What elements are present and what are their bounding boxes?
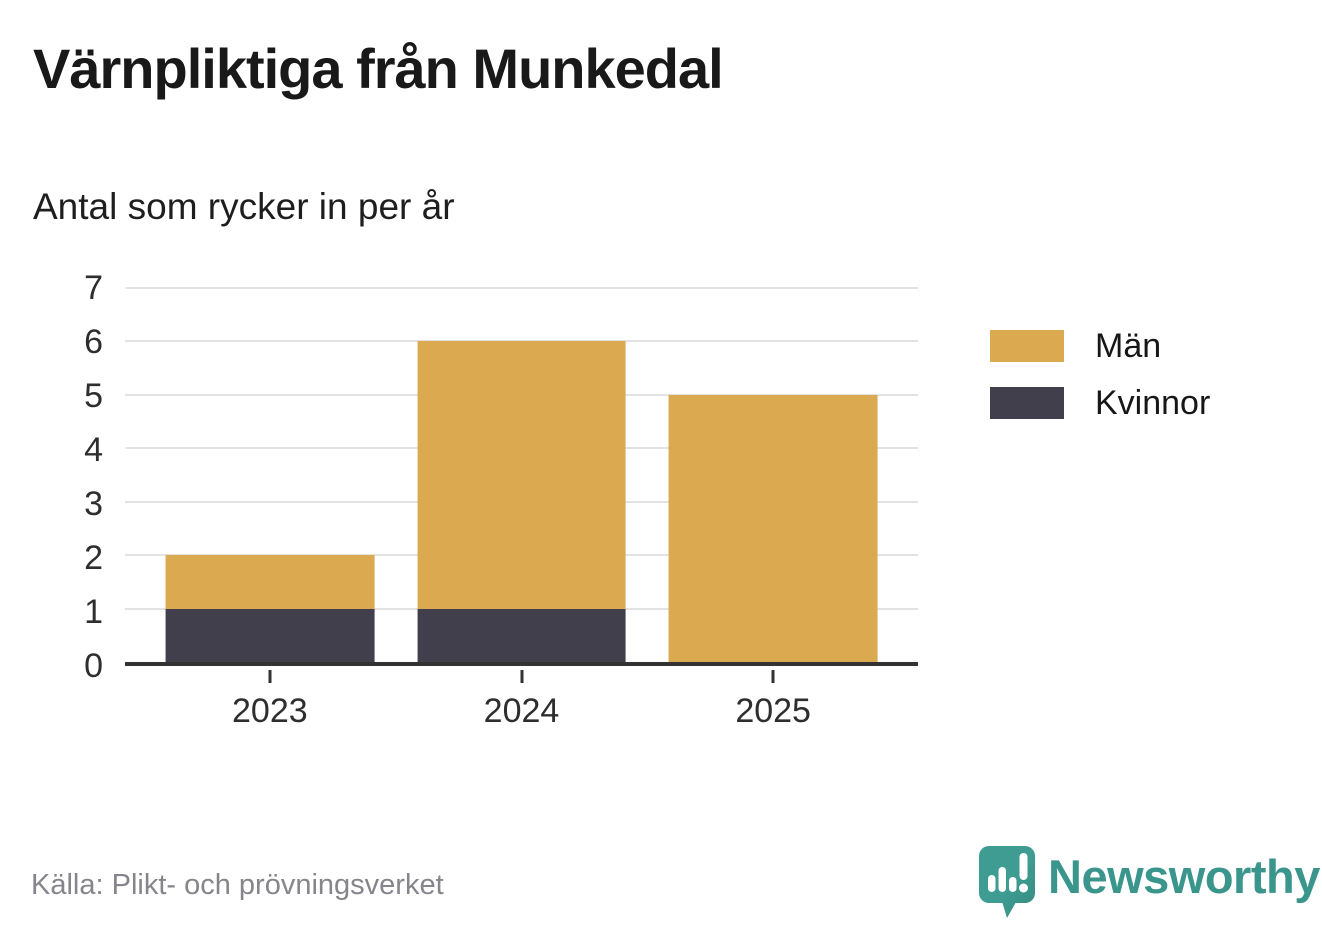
y-tick-label-1: 1	[84, 593, 103, 631]
legend-swatch-män	[990, 330, 1064, 362]
x-axis-labels: 2023 2024 2025	[125, 670, 918, 740]
y-tick-label-3: 3	[84, 485, 103, 523]
bar-segment-kvinnor-2024	[417, 608, 626, 662]
y-tick-label-5: 5	[84, 377, 103, 415]
newsworthy-logo-icon	[979, 846, 1035, 918]
x-tick-mark-2024	[520, 670, 523, 683]
page-title: Värnpliktiga från Munkedal	[33, 37, 724, 100]
bar-segment-män-2025	[668, 394, 878, 662]
brand-lockup: Newsworthy	[978, 845, 1320, 919]
legend-label-män: Män	[1095, 327, 1162, 365]
plot-area	[125, 287, 918, 666]
y-tick-label-7: 7	[84, 269, 103, 307]
y-tick-label-0: 0	[84, 647, 103, 685]
bar-segment-män-2024	[417, 341, 626, 609]
y-axis-labels: 0 1 2 3 4 5 6 7	[0, 271, 103, 683]
page-subtitle: Antal som rycker in per år	[33, 186, 455, 227]
legend-swatch-kvinnor	[990, 387, 1064, 419]
legend: Män Kvinnor	[990, 329, 1210, 443]
legend-item-kvinnor: Kvinnor	[990, 386, 1210, 420]
legend-label-kvinnor: Kvinnor	[1095, 384, 1211, 422]
gridline-7	[125, 287, 918, 289]
y-tick-label-6: 6	[84, 323, 103, 361]
y-tick-label-4: 4	[84, 431, 103, 469]
bar-2023	[165, 288, 375, 662]
bar-2024	[417, 288, 626, 662]
legend-item-män: Män	[990, 329, 1210, 363]
bar-2025	[668, 288, 878, 662]
x-tick-mark-2025	[771, 670, 775, 683]
x-tick-mark-2023	[268, 670, 272, 683]
y-tick-label-2: 2	[84, 539, 103, 577]
brand-name: Newsworthy	[1048, 849, 1320, 903]
x-tick-label-2025: 2025	[735, 692, 811, 730]
bar-segment-kvinnor-2023	[165, 608, 375, 662]
bar-segment-män-2023	[165, 555, 375, 609]
x-tick-label-2023: 2023	[232, 692, 308, 730]
x-tick-label-2024: 2024	[483, 692, 560, 730]
source-note: Källa: Plikt- och prövningsverket	[31, 869, 444, 901]
